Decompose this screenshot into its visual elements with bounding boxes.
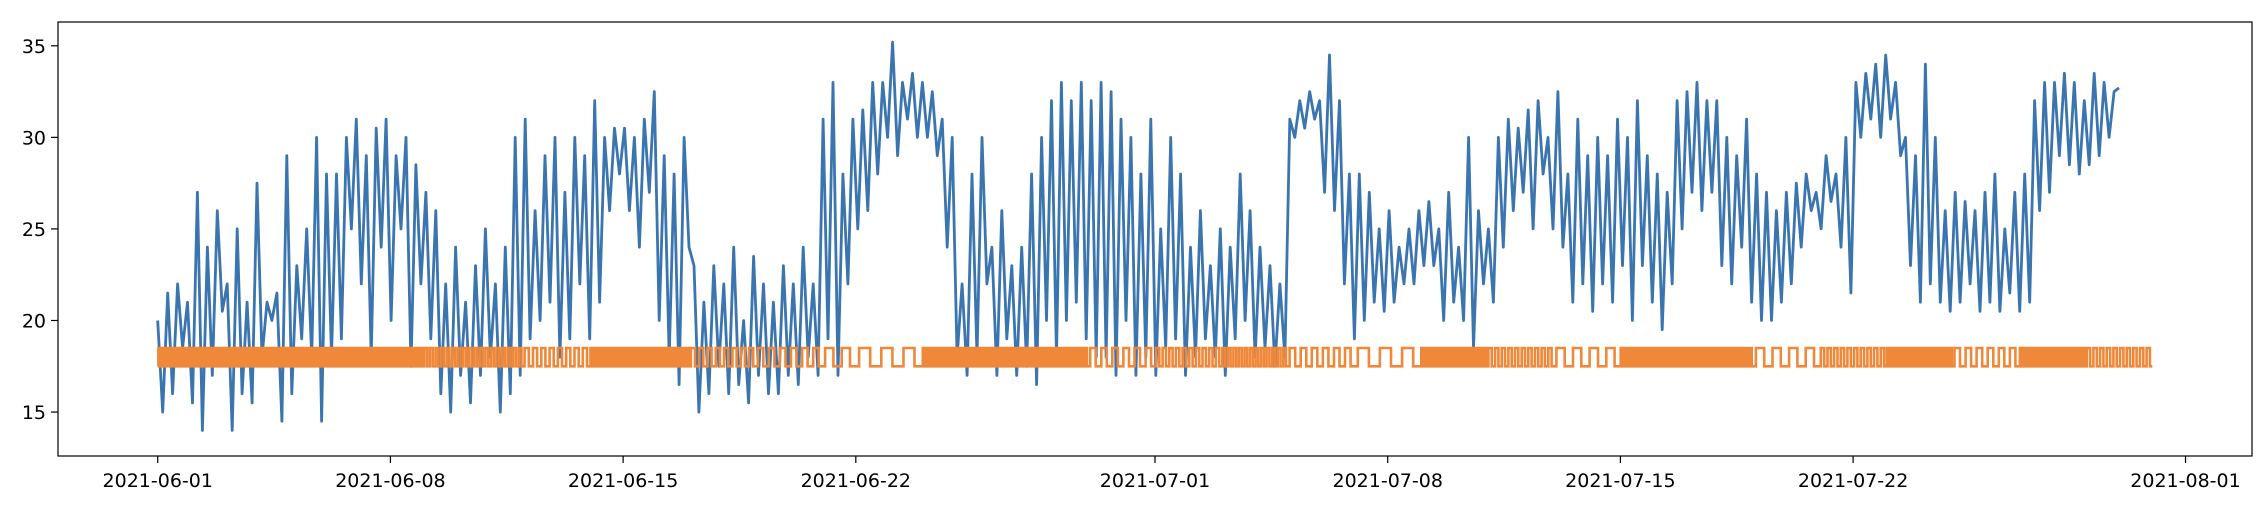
x-axis: 2021-06-01 2021-06-08 2021-06-15 2021-06-22… xyxy=(103,456,2241,492)
series-2-line xyxy=(157,346,2153,368)
x-tick-label: 2021-06-01 xyxy=(103,470,213,492)
x-tick-label: 2021-07-01 xyxy=(1100,470,1210,492)
y-axis: 15 20 25 30 35 xyxy=(22,36,58,424)
x-tick-label: 2021-07-22 xyxy=(1798,470,1908,492)
x-tick-label: 2021-06-15 xyxy=(568,470,678,492)
x-tick-label: 2021-07-15 xyxy=(1565,470,1675,492)
x-tick-label: 2021-08-01 xyxy=(2130,470,2240,492)
series-1-line xyxy=(156,40,2120,432)
y-tick-label: 25 xyxy=(22,219,46,241)
x-tick-label: 2021-07-08 xyxy=(1332,470,1442,492)
x-tick-label: 2021-06-08 xyxy=(335,470,445,492)
y-tick-label: 20 xyxy=(22,310,46,332)
x-tick-label: 2021-06-22 xyxy=(801,470,911,492)
y-tick-label: 15 xyxy=(22,402,46,424)
y-tick-label: 35 xyxy=(22,36,46,58)
series-layer xyxy=(156,40,2153,432)
y-tick-label: 30 xyxy=(22,127,46,149)
